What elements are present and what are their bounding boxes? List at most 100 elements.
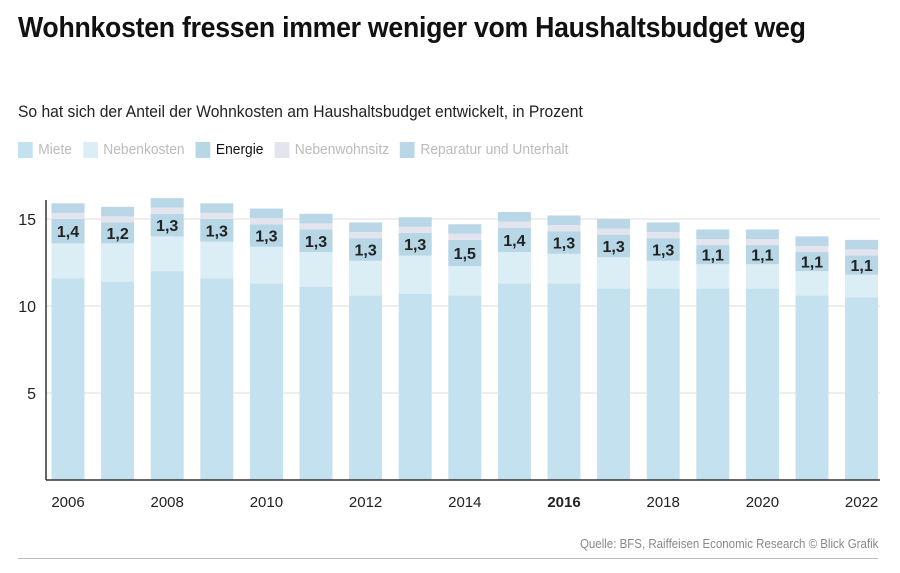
x-tick-label: 2014 <box>448 494 481 511</box>
x-tick-label: 2006 <box>51 494 84 511</box>
data-label: 1,4 <box>57 224 79 241</box>
x-tick-label: 2016 <box>547 494 580 511</box>
bar-segment-energie <box>200 219 234 242</box>
bar-segment-nebenkosten <box>150 236 184 272</box>
bar-segment-nebenwohnsitz <box>51 212 85 219</box>
bar-segment-reparatur-und-unterhalt <box>398 217 432 227</box>
bar-segment-nebenwohnsitz <box>795 245 829 253</box>
data-label: 1,3 <box>206 223 228 240</box>
data-label: 1,1 <box>801 255 823 272</box>
bar-segment-energie <box>745 245 779 265</box>
bar-segment-nebenkosten <box>696 264 730 289</box>
legend-swatch <box>18 141 33 158</box>
bar-segment-miete <box>845 297 879 480</box>
bar-segment-energie <box>349 238 383 261</box>
bar-segment-miete <box>448 295 482 480</box>
x-tick-label: 2010 <box>250 494 283 511</box>
data-label: 1,3 <box>602 239 624 256</box>
data-label: 1,3 <box>652 242 674 259</box>
bar-segment-reparatur-und-unterhalt <box>845 239 879 250</box>
bar-segment-nebenwohnsitz <box>299 223 333 230</box>
bar-segment-miete <box>696 288 730 480</box>
legend-swatch <box>195 141 211 158</box>
bar-segment-nebenkosten <box>497 252 531 284</box>
x-tick-label: 2018 <box>647 494 680 511</box>
source-note: Quelle: BFS, Raiffeisen Economic Researc… <box>579 537 878 551</box>
bar-segment-miete <box>745 288 779 480</box>
bar-segment-energie <box>398 232 432 256</box>
data-label: 1,4 <box>503 233 525 250</box>
bar-segment-reparatur-und-unterhalt <box>547 215 581 226</box>
data-label: 1,1 <box>751 248 773 265</box>
y-tick-label: 5 <box>27 386 36 403</box>
bar-segment-energie <box>448 239 482 266</box>
bar-segment-reparatur-und-unterhalt <box>795 236 829 246</box>
bar-segment-reparatur-und-unterhalt <box>299 213 333 224</box>
y-tick-label: 15 <box>18 212 36 229</box>
bar-segment-nebenkosten <box>249 246 283 284</box>
data-label: 1,5 <box>454 246 476 263</box>
data-label: 1,1 <box>850 258 872 275</box>
bar-segment-miete <box>497 283 531 480</box>
bar-segment-energie <box>597 234 631 258</box>
bar-segment-energie <box>696 245 730 265</box>
bar-segment-reparatur-und-unterhalt <box>249 208 283 219</box>
bar-segment-nebenwohnsitz <box>249 218 283 225</box>
bar-segment-nebenkosten <box>101 243 135 282</box>
data-label: 1,3 <box>404 237 426 254</box>
legend-label: Reparatur und Unterhalt <box>420 141 569 158</box>
bar-segment-reparatur-und-unterhalt <box>646 222 680 233</box>
bar-segment-nebenwohnsitz <box>745 239 779 246</box>
bar-segment-nebenkosten <box>51 243 85 279</box>
bar-segment-nebenwohnsitz <box>845 249 879 256</box>
legend-swatch <box>400 141 415 158</box>
bar-segment-reparatur-und-unterhalt <box>51 203 85 213</box>
bar-segment-miete <box>299 286 333 480</box>
legend-swatch <box>83 141 98 158</box>
bar-segment-miete <box>349 295 383 480</box>
data-label: 1,3 <box>255 229 277 246</box>
bar-segment-reparatur-und-unterhalt <box>597 219 631 229</box>
bar-segment-reparatur-und-unterhalt <box>349 222 383 233</box>
legend-item: Nebenkosten <box>83 141 185 158</box>
y-tick-label: 10 <box>18 299 36 316</box>
bar-segment-nebenwohnsitz <box>349 232 383 239</box>
legend-label: Nebenkosten <box>103 141 185 158</box>
bar-segment-energie <box>51 219 85 244</box>
bar-segment-energie <box>547 231 581 254</box>
legend-label: Miete <box>38 141 72 158</box>
bar-segment-energie <box>795 252 829 272</box>
legend-label: Nebenwohnsitz <box>294 141 390 158</box>
bar-segment-reparatur-und-unterhalt <box>497 212 531 222</box>
data-label: 1,2 <box>106 226 128 243</box>
legend: Miete Nebenkosten Energie Nebenwohnsitz Repa… <box>18 141 568 158</box>
data-label: 1,3 <box>156 218 178 235</box>
x-tick-label: 2012 <box>349 494 382 511</box>
bar-segment-energie <box>150 213 184 237</box>
bar-segment-miete <box>101 281 135 480</box>
legend-label: Energie <box>215 141 264 158</box>
bar-segment-nebenkosten <box>795 271 829 296</box>
bar-segment-miete <box>200 278 234 480</box>
data-label: 1,3 <box>354 242 376 259</box>
bar-segment-nebenkosten <box>745 264 779 289</box>
bar-segment-miete <box>547 283 581 480</box>
bar-segment-nebenkosten <box>398 255 432 294</box>
bar-segment-nebenkosten <box>845 274 879 298</box>
bar-segment-energie <box>497 227 531 253</box>
bar-segment-nebenwohnsitz <box>150 207 184 214</box>
bar-segment-energie <box>299 229 333 253</box>
bar-segment-energie <box>845 255 879 275</box>
bar-segment-nebenwohnsitz <box>547 225 581 232</box>
bar-segment-reparatur-und-unterhalt <box>745 229 779 240</box>
bar-segment-miete <box>398 293 432 480</box>
chart-title: Wohnkosten fressen immer weniger vom Hau… <box>18 12 806 44</box>
bar-segment-reparatur-und-unterhalt <box>200 203 234 213</box>
footer-divider <box>18 558 878 559</box>
x-tick-label: 2020 <box>746 494 779 511</box>
data-label: 1,1 <box>702 248 724 265</box>
bar-segment-nebenwohnsitz <box>101 216 135 223</box>
bar-segment-nebenkosten <box>349 260 383 296</box>
bar-segment-nebenwohnsitz <box>200 212 234 219</box>
data-label: 1,3 <box>305 234 327 251</box>
